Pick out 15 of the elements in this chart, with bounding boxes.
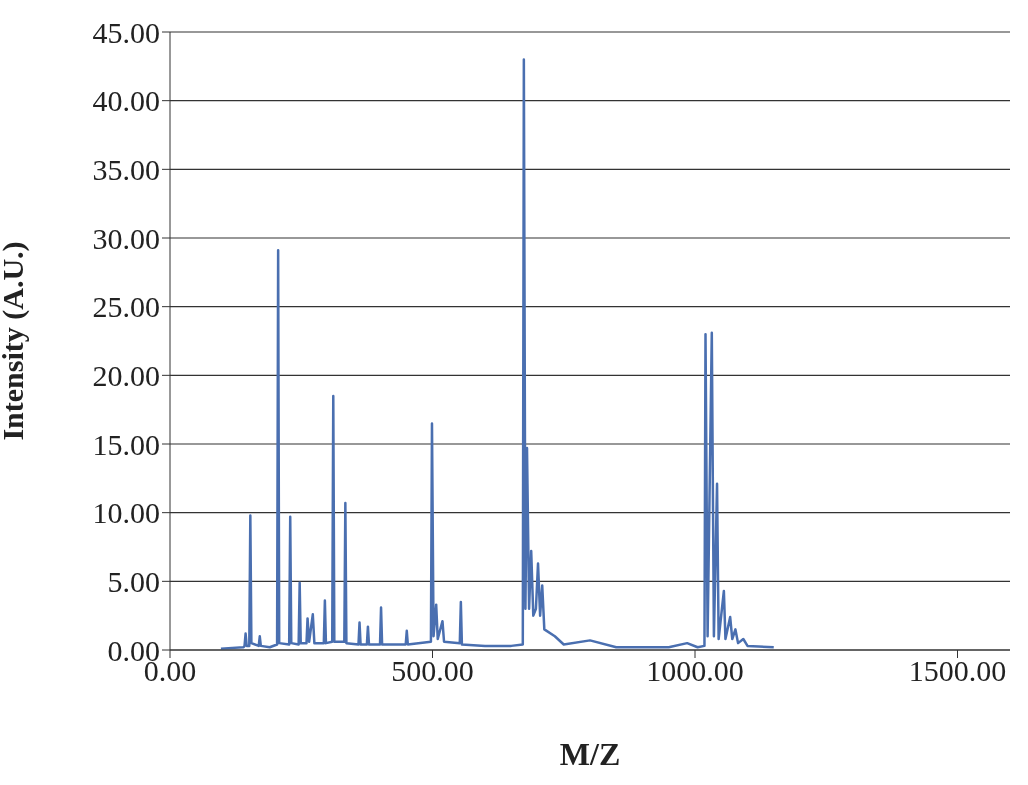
line-series (219, 58, 775, 650)
y-tick-label: 40.00 (92, 84, 160, 118)
y-tick-label: 10.00 (92, 496, 160, 530)
x-axis-title: M/Z (559, 736, 621, 772)
x-tick-label: 1500.00 (908, 654, 1007, 688)
y-axis-title: Intensity (A.U.) (0, 241, 30, 441)
y-tick-label: 25.00 (92, 290, 160, 324)
x-tick-label: 500.00 (391, 654, 474, 688)
x-tick-label: 1000.00 (646, 654, 744, 688)
y-tick-label: 15.00 (92, 427, 160, 461)
y-tick-label: 5.00 (107, 564, 160, 598)
y-tick-label: 30.00 (92, 221, 160, 255)
y-tick-label: 45.00 (92, 15, 160, 49)
y-tick-label: 20.00 (92, 358, 160, 392)
y-tick-label: 35.00 (92, 152, 160, 186)
